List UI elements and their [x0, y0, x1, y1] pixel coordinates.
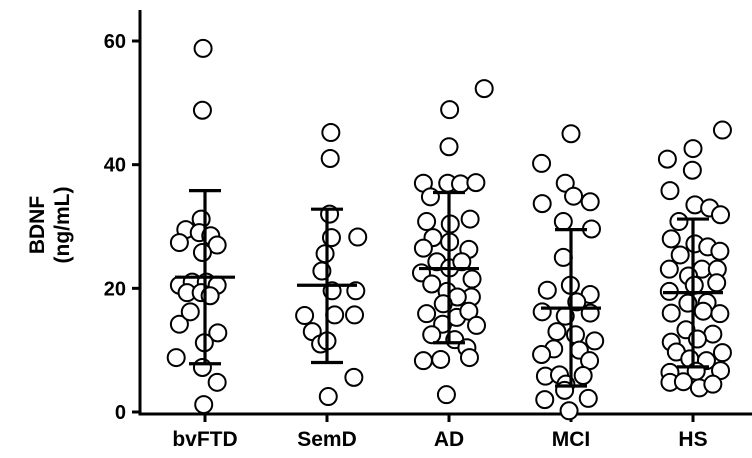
data-point	[711, 205, 731, 225]
data-point	[580, 192, 600, 212]
data-point	[707, 273, 727, 293]
data-point	[673, 372, 693, 392]
data-point	[467, 315, 487, 335]
data-point	[553, 212, 573, 232]
data-point	[413, 238, 433, 258]
data-point	[207, 235, 227, 255]
data-point	[325, 305, 345, 325]
data-point	[561, 124, 581, 144]
data-point	[532, 194, 552, 214]
data-point	[474, 79, 494, 99]
axes	[138, 10, 752, 416]
y-ticks: 0 20 40 60	[104, 31, 140, 424]
data-point	[710, 241, 730, 261]
x-tick-label: HS	[678, 428, 707, 451]
data-point	[547, 322, 567, 342]
data-point	[459, 348, 479, 368]
data-point	[169, 314, 189, 334]
group-mci	[532, 124, 605, 421]
data-point	[208, 323, 228, 343]
data-point	[682, 160, 702, 180]
data-point	[440, 100, 460, 120]
data-point	[460, 209, 480, 229]
data-point	[417, 212, 437, 232]
data-point	[712, 343, 732, 363]
data-point	[194, 395, 214, 415]
data-point	[459, 301, 479, 321]
y-tick-label: 0	[115, 402, 126, 424]
data-point	[321, 123, 341, 143]
data-point	[417, 304, 437, 324]
group-semd	[295, 123, 368, 407]
x-tick-label: SemD	[297, 428, 357, 451]
group-hs	[657, 120, 732, 398]
data-point	[661, 303, 681, 323]
data-point	[295, 306, 315, 326]
data-point	[452, 252, 472, 272]
data-point	[462, 269, 482, 289]
data-point	[564, 186, 584, 206]
y-tick-label: 60	[104, 31, 126, 53]
data-point	[466, 173, 486, 193]
data-point	[420, 187, 440, 207]
data-point	[192, 100, 212, 120]
data-point	[535, 390, 555, 410]
data-point	[345, 305, 365, 325]
data-point	[683, 139, 703, 159]
group-bvftd	[166, 38, 235, 415]
data-point	[710, 304, 730, 324]
data-point	[693, 301, 713, 321]
data-point	[192, 357, 212, 377]
data-point	[532, 302, 552, 322]
data-point	[659, 259, 679, 279]
group-ad	[411, 79, 494, 405]
data-point	[422, 325, 442, 345]
data-point	[537, 280, 557, 300]
data-point	[573, 366, 593, 386]
x-tick-label: bvFTD	[172, 428, 237, 451]
x-category-labels: bvFTD SemD AD MCI HS	[172, 414, 708, 451]
data-point	[192, 242, 212, 262]
data-point	[422, 274, 442, 294]
data-point	[320, 148, 340, 168]
data-point	[585, 331, 605, 351]
data-point	[193, 38, 213, 58]
data-point	[207, 372, 227, 392]
data-point	[169, 233, 189, 253]
data-point	[712, 120, 732, 140]
data-point	[166, 348, 186, 368]
data-point	[578, 388, 598, 408]
data-point	[669, 212, 689, 232]
data-point	[180, 302, 200, 322]
data-point	[439, 137, 459, 157]
data-point	[553, 247, 573, 267]
x-tick-label: AD	[434, 428, 464, 451]
data-point	[344, 367, 364, 387]
y-tick-label: 40	[104, 155, 126, 177]
data-point	[559, 401, 579, 421]
y-axis-title-line1: BDNF	[26, 196, 49, 254]
data-point	[670, 245, 690, 265]
data-point	[532, 153, 552, 173]
data-point	[532, 344, 552, 364]
data-point	[657, 149, 677, 169]
data-point	[703, 374, 723, 394]
data-point	[348, 227, 368, 247]
data-groups	[166, 38, 732, 421]
y-tick-label: 20	[104, 278, 126, 300]
data-point	[660, 181, 680, 201]
data-point	[661, 229, 681, 249]
x-tick-label: MCI	[552, 428, 591, 451]
data-point	[315, 244, 335, 264]
data-point	[318, 387, 338, 407]
y-axis-title: BDNF (ng/mL)	[26, 187, 74, 264]
y-axis-title-line2: (ng/mL)	[51, 187, 74, 264]
data-point	[436, 385, 456, 405]
data-point	[413, 351, 433, 371]
data-point	[431, 349, 451, 369]
